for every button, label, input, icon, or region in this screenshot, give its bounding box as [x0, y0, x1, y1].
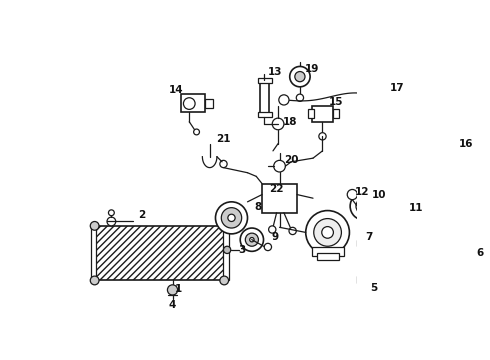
Bar: [308, 109, 314, 118]
Bar: [317, 253, 339, 260]
Polygon shape: [418, 209, 473, 282]
Bar: [258, 78, 271, 83]
Circle shape: [361, 203, 367, 209]
Text: 17: 17: [390, 83, 404, 93]
Text: 18: 18: [282, 117, 297, 127]
Circle shape: [216, 202, 247, 234]
Circle shape: [448, 144, 458, 154]
Bar: [95, 226, 224, 280]
Bar: [312, 106, 333, 122]
Circle shape: [394, 203, 414, 222]
Circle shape: [314, 219, 342, 246]
Circle shape: [250, 238, 254, 242]
Text: 11: 11: [409, 203, 424, 213]
Bar: [359, 243, 373, 280]
Text: 16: 16: [459, 139, 473, 149]
Bar: [262, 184, 297, 213]
Circle shape: [245, 233, 258, 246]
Circle shape: [221, 208, 242, 228]
Text: 8: 8: [255, 202, 262, 212]
Circle shape: [403, 233, 410, 240]
Text: 14: 14: [169, 85, 183, 95]
Bar: [312, 247, 343, 256]
Text: 21: 21: [216, 134, 231, 144]
Circle shape: [290, 67, 310, 87]
Circle shape: [240, 228, 264, 251]
Circle shape: [381, 93, 391, 104]
Circle shape: [289, 227, 296, 235]
Circle shape: [279, 95, 289, 105]
Bar: [91, 226, 96, 280]
Text: 12: 12: [355, 186, 369, 197]
Text: 4: 4: [169, 300, 176, 310]
Bar: [258, 112, 271, 117]
Text: 7: 7: [366, 232, 373, 242]
Text: 22: 22: [270, 184, 284, 194]
Circle shape: [220, 221, 228, 230]
Circle shape: [306, 211, 349, 254]
Circle shape: [295, 72, 305, 82]
Circle shape: [319, 133, 326, 140]
Circle shape: [296, 94, 304, 102]
Text: 3: 3: [238, 245, 245, 255]
Bar: [357, 240, 375, 246]
Circle shape: [220, 276, 228, 285]
Circle shape: [274, 160, 285, 172]
Circle shape: [356, 198, 372, 214]
Bar: [357, 276, 375, 283]
Text: 1: 1: [175, 284, 182, 294]
Circle shape: [90, 221, 99, 230]
Text: 9: 9: [271, 232, 279, 242]
Bar: [260, 80, 270, 115]
Circle shape: [107, 217, 116, 226]
Circle shape: [272, 118, 284, 130]
Bar: [223, 226, 228, 280]
Text: 6: 6: [477, 248, 484, 258]
Circle shape: [269, 226, 276, 233]
Circle shape: [223, 246, 231, 253]
Text: 2: 2: [138, 210, 146, 220]
Text: 13: 13: [268, 67, 282, 77]
Circle shape: [194, 129, 199, 135]
Text: 5: 5: [370, 283, 377, 293]
Text: 19: 19: [304, 64, 319, 75]
Circle shape: [228, 214, 235, 221]
Circle shape: [445, 193, 455, 203]
Text: 15: 15: [329, 97, 343, 107]
Circle shape: [264, 243, 271, 251]
Circle shape: [168, 285, 177, 295]
Text: 20: 20: [284, 154, 298, 165]
Circle shape: [438, 219, 451, 232]
Circle shape: [90, 276, 99, 285]
Bar: [204, 99, 213, 108]
Bar: [180, 94, 204, 112]
Circle shape: [399, 208, 409, 218]
Circle shape: [347, 189, 357, 200]
Circle shape: [350, 192, 378, 220]
Circle shape: [430, 261, 443, 274]
Circle shape: [322, 226, 333, 238]
Bar: [333, 109, 339, 118]
Text: 10: 10: [372, 190, 387, 199]
